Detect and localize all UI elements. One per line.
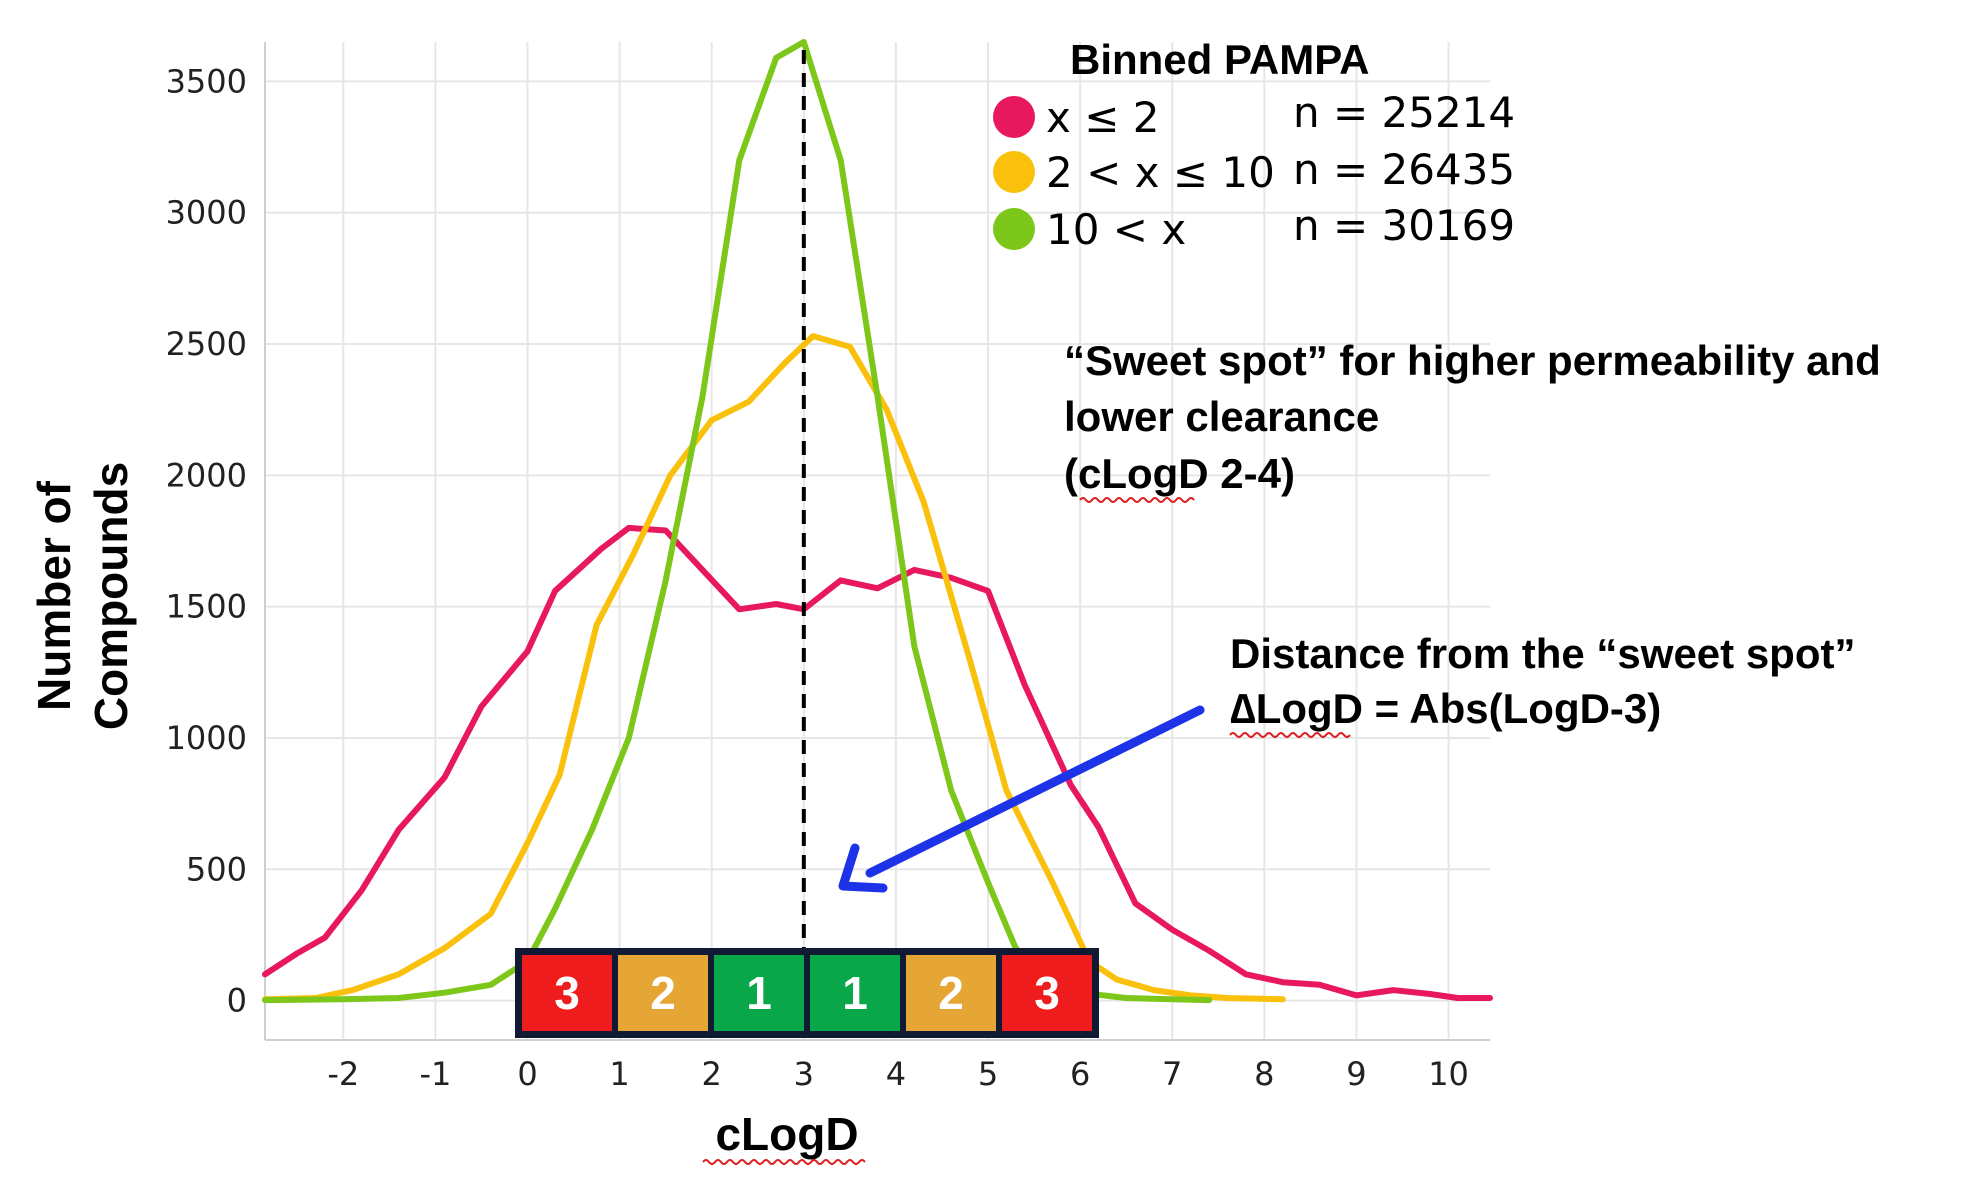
y-tick-label: 500: [186, 850, 247, 888]
y-tick-label: 1000: [166, 719, 247, 757]
x-tick-label: 7: [1162, 1055, 1182, 1093]
sweet-spot-annotation: “Sweet spot” for higher permeability and…: [1064, 337, 1881, 503]
delta-box-label: 3: [1034, 967, 1060, 1019]
x-tick-label: 1: [609, 1055, 629, 1093]
y-axis-title-line2: Compounds: [85, 462, 137, 730]
distance-line2: ∆LogD = Abs(LogD-3): [1230, 685, 1661, 732]
x-tick-label: 6: [1070, 1055, 1090, 1093]
sweet-spot-line1: “Sweet spot” for higher permeability and: [1064, 337, 1881, 384]
delta-logd-boxes: 3 2 1 1 2 3: [515, 948, 1099, 1038]
distance-line1: Distance from the “sweet spot”: [1230, 630, 1855, 677]
x-tick-label: 10: [1428, 1055, 1469, 1093]
y-tick-label: 0: [227, 982, 247, 1020]
y-axis-title-line1: Number of: [28, 480, 80, 711]
y-tick-label: 1500: [166, 588, 247, 626]
legend: Binned PAMPA x ≤ 2 n = 25214 2 < x ≤ 10 …: [993, 36, 1515, 254]
delta-box-label: 2: [938, 967, 964, 1019]
sweet-spot-underline: [1079, 497, 1195, 503]
series-line-2: [262, 333, 1286, 1003]
distance-underline: [1229, 732, 1351, 738]
x-axis-title-underline: [702, 1159, 866, 1165]
legend-swatch-high: [993, 208, 1035, 250]
delta-box-label: 1: [842, 967, 868, 1019]
y-tick-label: 2000: [166, 456, 247, 494]
x-tick-label: 8: [1254, 1055, 1274, 1093]
sweet-spot-line3: (cLogD 2-4): [1064, 450, 1295, 497]
x-axis-ticks: -2 -1 0 1 2 3 4 5 6 7 8 9 10: [327, 1055, 1469, 1093]
delta-box: [522, 955, 612, 1031]
delta-box-label: 2: [650, 967, 676, 1019]
series-line-1: [262, 524, 1493, 1001]
legend-label-low: x ≤ 2: [1046, 93, 1159, 142]
distance-arrow-shaft: [865, 705, 1205, 878]
delta-box: [714, 955, 804, 1031]
delta-box-frame: [515, 948, 1099, 1038]
x-tick-label: 4: [886, 1055, 906, 1093]
legend-label-mid: 2 < x ≤ 10: [1046, 148, 1275, 197]
x-tick-label: 3: [794, 1055, 814, 1093]
x-tick-label: -1: [419, 1055, 451, 1093]
legend-count-high: n = 30169: [1293, 201, 1515, 250]
y-tick-label: 3500: [166, 62, 247, 100]
delta-box-label: 3: [554, 967, 580, 1019]
plot-frame: [264, 42, 1490, 1041]
delta-box: [810, 955, 900, 1031]
legend-title: Binned PAMPA: [1070, 36, 1369, 83]
y-tick-label: 3000: [166, 194, 247, 232]
delta-box: [1002, 955, 1092, 1031]
legend-count-low: n = 25214: [1293, 88, 1515, 137]
distance-arrow-head: [838, 843, 888, 893]
x-tick-label: -2: [327, 1055, 359, 1093]
delta-box: [618, 955, 708, 1031]
distance-annotation: Distance from the “sweet spot” ∆LogD = A…: [838, 630, 1855, 893]
y-tick-label: 2500: [166, 325, 247, 363]
x-tick-label: 0: [517, 1055, 537, 1093]
sweet-spot-line2: lower clearance: [1064, 393, 1379, 440]
legend-swatch-low: [993, 96, 1035, 138]
delta-box-label: 1: [746, 967, 772, 1019]
x-tick-label: 9: [1346, 1055, 1366, 1093]
x-axis-title: cLogD: [715, 1108, 858, 1160]
x-tick-label: 2: [702, 1055, 722, 1093]
legend-label-high: 10 < x: [1046, 205, 1186, 254]
legend-swatch-mid: [993, 151, 1035, 193]
x-tick-label: 5: [978, 1055, 998, 1093]
y-axis-ticks: 0 500 1000 1500 2000 2500 3000 3500: [166, 62, 247, 1019]
legend-count-mid: n = 26435: [1293, 145, 1515, 194]
delta-box: [906, 955, 996, 1031]
